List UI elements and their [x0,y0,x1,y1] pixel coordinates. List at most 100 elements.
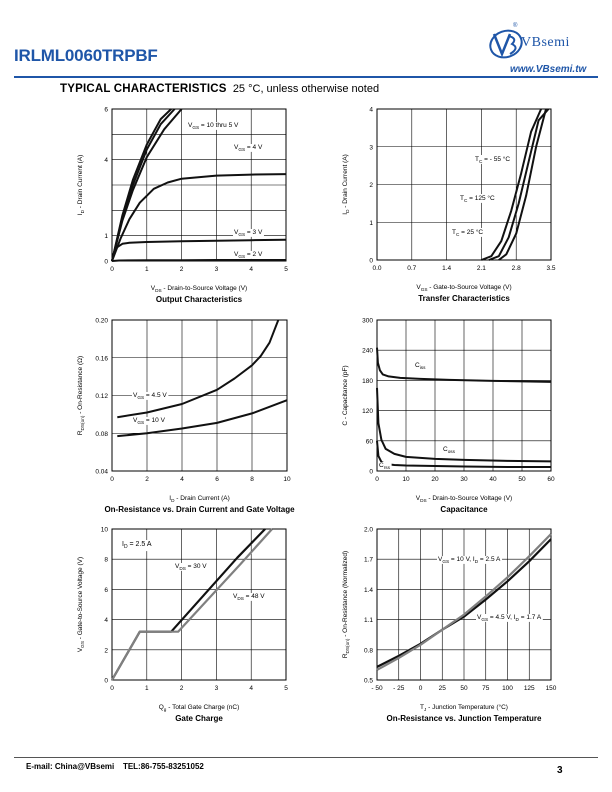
y-axis-label: ID​ - Drain Current (A) [342,154,350,214]
series-line [376,387,552,463]
x-axis-label: ID​ - Drain Current (A) [169,495,229,503]
y-tick-label: 0.16 [95,355,108,362]
series-label-text: Coss​ [443,446,456,454]
x-tick-label: 3 [215,266,219,273]
y-tick-label: 0.08 [95,431,108,438]
x-tick-label: 3 [215,685,219,692]
y-axis-label: RDS(on)​ - On-Resistance (Normalized) [342,551,350,658]
y-tick-label: 2.0 [364,527,373,534]
series-label-text: VDS​ = 48 V [233,593,265,601]
series-label-bg [378,462,392,470]
x-tick-label: 50 [460,685,468,692]
x-tick-label: 6 [215,476,219,483]
series-label-text: TC​ = - 55 °C [475,155,510,164]
x-tick-label: 150 [546,685,557,692]
series-label-text: VGS​ = 4.5 V, ID​ = 1.7 A [477,614,542,622]
x-tick-label: 4 [249,266,253,273]
x-tick-label: 0 [110,685,114,692]
y-axis-label: ID​ - Drain Current (A) [77,155,85,215]
footer-tel: TEL:86-755-83251052 [122,762,204,771]
vbsemi-logo [489,29,523,59]
footer-contact: E-mail: China@VBsemi TEL:86-755-83251052 [26,762,206,771]
x-tick-label: 25 [439,685,447,692]
chart-annotation: ID​ = 2.5 A [120,540,154,552]
series-label-bg [476,614,543,622]
chart-ron_temp: - 50 - 25 0 25 50 75 100 125 150 0.5 0.8 1.1 1.4 1.7 2… [342,527,557,724]
x-tick-label: - 50 [371,685,383,692]
series-label-text: Crss​ [379,462,391,470]
registered-mark: ® [513,23,518,29]
y-tick-label: 1.7 [364,557,373,564]
y-axis-label: C - Capacitance (pF) [342,365,349,425]
y-tick-label: 1 [369,220,373,227]
x-axis-label: VDS​ - Drain-to-Source Voltage (V) [151,285,247,293]
series-label-bg [459,194,497,203]
chart-title: Gate Charge [175,714,223,723]
series-label: VGS​ = 2 V [233,251,264,259]
series-label-bg [451,228,485,237]
series-label: VGS​ = 4 V [233,144,264,152]
series-label-bg [474,155,512,164]
y-tick-label: 0 [369,469,373,476]
chart-transfer: 0.0 0.7 1.4 2.1 2.8 3.5 0 1 2 3 4 TC​ = - 55 °C TC​ … [342,107,556,304]
y-tick-label: 1 [104,233,108,240]
x-tick-label: 0.0 [372,265,381,272]
series-line [111,238,287,262]
series-label-text: VDS​ = 30 V [175,563,207,571]
series-label: VGS​ = 10 V, ID​ = 2.5 A [437,556,503,564]
series-label-bg [174,563,209,571]
chart-capacitance: 0 10 20 30 40 50 60 0 60 120 180 240 300 Ciss​ Coss​ Cr… [342,318,555,515]
website-link[interactable]: www.VBsemi.tw [510,64,587,75]
chart-gate_charge: 0 1 2 3 4 5 0 2 4 6 8 10 VDS​ = 30 V VDS​ = 48 V ID​ =… [77,527,288,724]
y-tick-label: 0.8 [364,647,373,654]
series-label: Coss​ [442,446,457,454]
series-line [111,528,266,681]
section-heading: TYPICAL CHARACTERISTICS [60,83,227,95]
y-tick-label: 0.5 [364,678,373,685]
series-label-text: VGS​ = 10 V, ID​ = 2.5 A [438,556,501,564]
series-line [376,533,552,671]
series-label-text: VGS​ = 4.5 V [133,392,167,400]
y-tick-label: 6 [104,587,108,594]
x-axis-label: Qg​ - Total Gate Charge (nC) [159,704,240,712]
x-tick-label: 2 [180,266,184,273]
series-line [111,108,183,262]
series-label: TC​ = - 55 °C [474,155,512,164]
x-tick-label: 8 [250,476,254,483]
y-tick-label: 0 [369,258,373,265]
x-tick-label: 2.1 [477,265,486,272]
logo-text: VBsemi [521,35,570,50]
y-axis-label: VGS​ - Gate-to-Source Voltage (V) [77,557,85,652]
chart-title: On-Resistance vs. Drain Current and Gate… [104,505,295,514]
series-label: Ciss​ [414,362,428,370]
y-tick-label: 0 [104,259,108,266]
y-tick-label: 4 [369,107,373,114]
series-label-text: TC​ = 125 °C [460,194,495,203]
series-label-text: VGS​ = 10 V [133,417,166,425]
y-tick-label: 1.1 [364,617,373,624]
chart-title: On-Resistance vs. Junction Temperature [386,714,542,723]
x-tick-label: 1.4 [442,265,451,272]
y-tick-label: 0 [104,678,108,685]
series-line [111,528,273,681]
section-subtitle: 25 °C, unless otherwise noted [232,83,380,95]
series-line [117,399,288,438]
x-tick-label: 4 [249,685,253,692]
y-tick-label: 10 [101,527,109,534]
series-label-bg [132,392,169,400]
series-label-bg [232,593,267,601]
x-tick-label: 100 [502,685,513,692]
x-tick-label: 0 [110,476,114,483]
annotation-text: ID​ = 2.5 A [122,541,152,550]
series-label: TC​ = 25 °C [451,228,485,237]
y-tick-label: 2 [369,182,373,189]
x-tick-label: 3.5 [546,265,555,272]
x-tick-label: 0 [419,685,423,692]
y-tick-label: 0.04 [95,469,108,476]
x-tick-label: 10 [283,476,291,483]
x-tick-label: 20 [431,476,439,483]
x-tick-label: 0 [110,266,114,273]
footer-email: E-mail: China@VBsemi [26,762,115,771]
series-label: VGS​ = 10 V [132,417,167,425]
series-label: TC​ = 125 °C [459,194,497,203]
